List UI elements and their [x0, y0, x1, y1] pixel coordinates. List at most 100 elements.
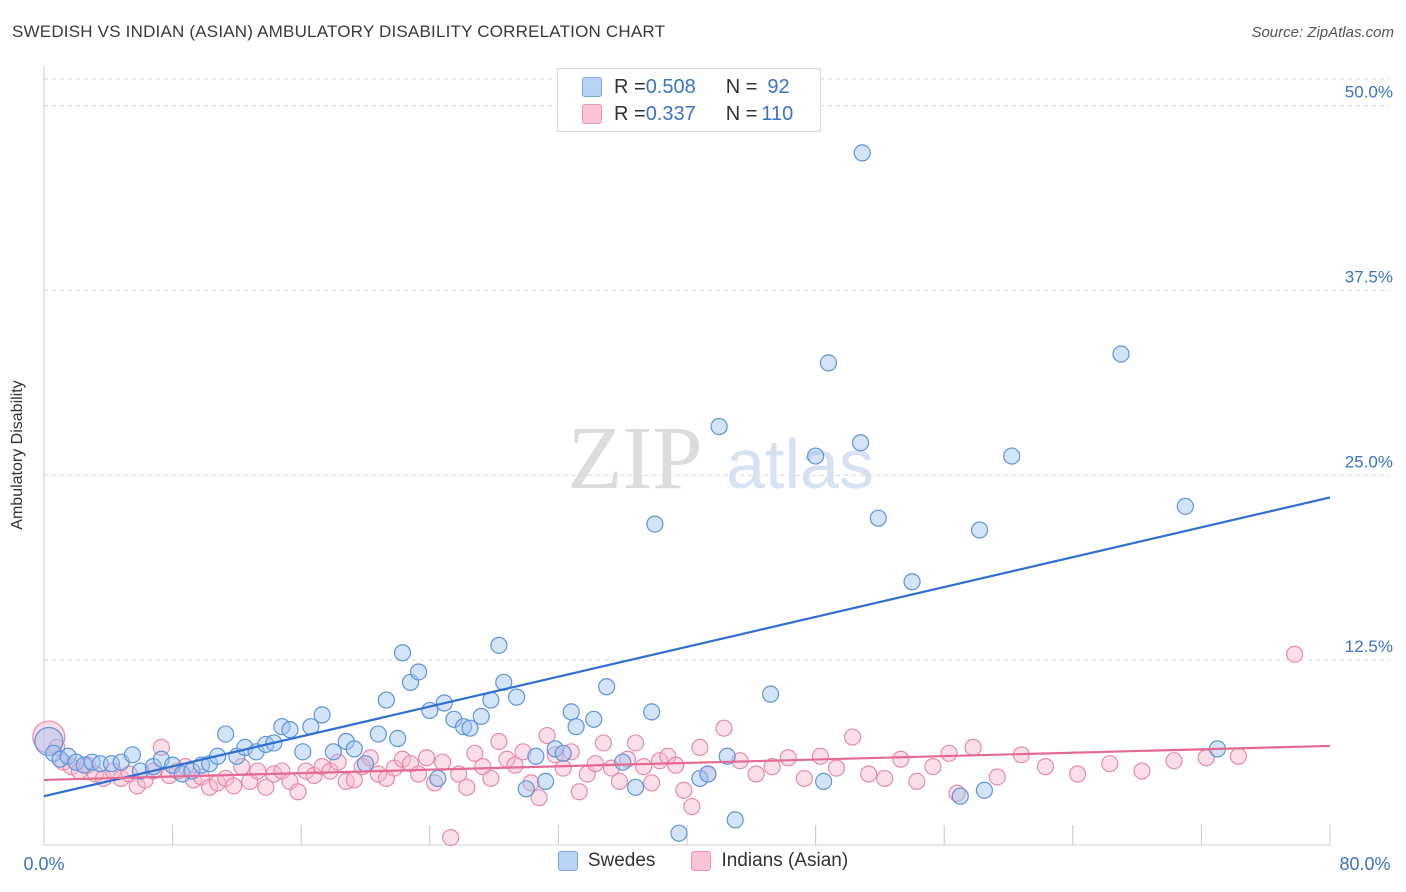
swedes-trend-line [43, 496, 1331, 798]
legend-swatch-indians [582, 104, 602, 124]
indians-point [466, 744, 484, 762]
indians-point [763, 758, 781, 776]
legend-item-swedes[interactable]: Swedes [557, 850, 656, 872]
swedes-point [567, 718, 585, 736]
indians-point [32, 720, 66, 754]
swedes-point [1112, 345, 1130, 363]
indians-point [474, 758, 492, 776]
indians-point [747, 765, 765, 783]
indians-point [417, 749, 436, 767]
swedes-point [34, 726, 64, 757]
swedes-point [490, 636, 508, 654]
legend-label-swedes: Swedes [587, 850, 656, 871]
swedes-point [345, 740, 363, 758]
swedes-point [429, 769, 447, 788]
y-axis-label: Ambulatory Disability [9, 380, 26, 530]
indians-point [313, 758, 331, 776]
indians-point [988, 768, 1006, 786]
swedes-point [975, 781, 993, 799]
y-tick-label: 37.5% [1345, 267, 1393, 286]
legend-item-indians[interactable]: Indians (Asian) [691, 850, 848, 872]
indians-point [442, 829, 460, 847]
swedes-point [1003, 447, 1021, 465]
indians-point [1036, 758, 1055, 776]
indians-point [570, 783, 588, 801]
swedes-point [970, 521, 989, 539]
correlation-legend: R = 0.508 N = 92 R = 0.337 N = 110 [557, 68, 821, 132]
indians-point [618, 750, 637, 768]
indians-point [683, 797, 701, 816]
swedes-point [626, 778, 645, 796]
trend-lines [43, 496, 1331, 798]
y-tick-label: 50.0% [1345, 83, 1393, 102]
indians-point [860, 765, 878, 783]
indians-trend-line [43, 744, 1331, 782]
indians-point [1101, 755, 1119, 773]
indians-point [594, 734, 613, 752]
swatch-indians [691, 851, 712, 871]
swedes-point [869, 509, 887, 527]
indians-point [482, 769, 500, 788]
swedes-point [614, 753, 632, 771]
swedes-point [173, 765, 191, 783]
legend-row-swedes: R = 0.508 N = 92 [582, 75, 790, 99]
swedes-point [123, 746, 142, 764]
watermark-zip: ZIP [568, 409, 703, 508]
indians-point [924, 758, 942, 776]
indians-point [827, 759, 846, 777]
legend-n-label: N = [725, 102, 758, 125]
indians-point [297, 762, 315, 780]
indians-point [329, 753, 347, 771]
swedes-point [718, 747, 736, 765]
legend-r-value: 0.337 [645, 102, 696, 125]
indians-point [811, 747, 830, 765]
indians-point [795, 769, 813, 788]
swedes-point [646, 515, 664, 533]
watermark-atlas: atlas [726, 425, 874, 503]
zipatlas-watermark: ZIP atlas [568, 409, 874, 508]
indians-point [940, 744, 958, 762]
swedes-point [369, 725, 387, 743]
swedes-point [585, 710, 603, 728]
indians-points [32, 645, 1304, 847]
swedes-point [536, 772, 555, 791]
indians-point [434, 753, 452, 771]
legend-n-value: 110 [761, 102, 794, 125]
x-tick-label-max: 80.0% [1339, 854, 1390, 874]
swedes-point [1176, 497, 1194, 515]
swedes-point [454, 718, 473, 736]
indians-point [667, 756, 685, 774]
indians-point [409, 765, 428, 783]
axes [43, 66, 1331, 846]
swedes-point [393, 644, 412, 662]
indians-point [634, 758, 653, 776]
legend-n-value: 92 [767, 75, 790, 98]
swedes-point [710, 417, 728, 436]
swatch-swedes [557, 851, 578, 871]
indians-point [289, 783, 307, 801]
swedes-point [562, 703, 580, 721]
legend-row-indians: R = 0.337 N = 110 [582, 102, 793, 126]
swedes-point [643, 703, 661, 721]
indians-point [490, 732, 508, 751]
tick-labels: 12.5% 25.0% 37.5% 50.0% 0.0% 80.0% [23, 83, 1393, 874]
indians-point [458, 778, 476, 796]
indians-point [643, 774, 661, 792]
swedes-point [313, 706, 331, 724]
chart-title: SWEDISH VS INDIAN (ASIAN) AMBULATORY DIS… [12, 22, 666, 41]
indians-point [506, 756, 524, 774]
indians-point [1133, 762, 1151, 780]
swedes-point [670, 824, 688, 842]
indians-point [779, 749, 797, 767]
swedes-point [546, 740, 564, 758]
indians-point [1069, 765, 1087, 783]
swedes-point [377, 691, 395, 709]
swedes-point [517, 780, 535, 798]
indians-point [675, 781, 693, 799]
indians-point [1165, 752, 1183, 770]
indians-point [514, 743, 532, 761]
source-label: Source: ZipAtlas.com [1251, 24, 1394, 41]
indians-point [876, 769, 894, 788]
indians-point [1286, 645, 1304, 663]
